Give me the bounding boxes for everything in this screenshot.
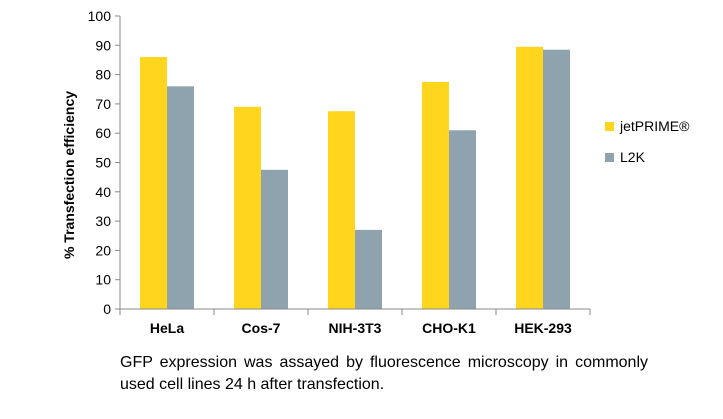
y-tick-label: 100 bbox=[88, 8, 112, 24]
y-tick-label: 10 bbox=[95, 272, 111, 288]
y-tick-label: 80 bbox=[95, 67, 111, 83]
legend-swatch bbox=[605, 153, 614, 162]
y-tick-label: 50 bbox=[95, 155, 111, 171]
y-axis-title: % Transfection efficiency bbox=[61, 91, 77, 259]
x-axis bbox=[119, 308, 591, 315]
category-label: NIH-3T3 bbox=[329, 320, 382, 336]
legend-label: jetPRIME® bbox=[619, 118, 690, 134]
legend: jetPRIME® L2K bbox=[605, 118, 690, 165]
y-tick-label: 90 bbox=[95, 37, 111, 53]
bar-l2k-hek-293 bbox=[543, 49, 570, 309]
bar-l2k-hela bbox=[167, 86, 194, 309]
y-tick-labels: 0 10 20 30 40 50 60 70 80 90 100 bbox=[88, 8, 112, 317]
y-axis bbox=[115, 15, 121, 310]
category-label: Cos-7 bbox=[242, 320, 281, 336]
bar-l2k-cho-k1 bbox=[449, 130, 476, 309]
bar-jetprime-cho-k1 bbox=[422, 81, 449, 309]
category-label: HeLa bbox=[150, 320, 184, 336]
bar-jetprime-hela bbox=[140, 57, 167, 309]
y-tick-label: 60 bbox=[95, 125, 111, 141]
category-label: HEK-293 bbox=[514, 320, 572, 336]
figure-caption: GFP expression was assayed by fluorescen… bbox=[120, 354, 648, 393]
bar-l2k-nih-3t3 bbox=[355, 229, 382, 309]
bar-jetprime-cos-7 bbox=[234, 106, 261, 309]
bar-l2k-cos-7 bbox=[261, 169, 288, 309]
bar-jetprime-nih-3t3 bbox=[328, 111, 355, 309]
legend-label: L2K bbox=[620, 149, 646, 165]
category-label: CHO-K1 bbox=[422, 320, 476, 336]
y-tick-label: 40 bbox=[95, 184, 111, 200]
y-tick-label: 20 bbox=[95, 242, 111, 258]
y-tick-label: 70 bbox=[95, 96, 111, 112]
legend-swatch bbox=[605, 122, 614, 131]
category-labels: HeLa Cos-7 NIH-3T3 CHO-K1 HEK-293 bbox=[150, 320, 572, 336]
bar-jetprime-hek-293 bbox=[516, 46, 543, 309]
bar-chart: 0 10 20 30 40 50 60 70 80 90 100 HeLa Cos-7 NIH-3T3 C… bbox=[61, 8, 690, 336]
y-tick-label: 30 bbox=[95, 213, 111, 229]
bars bbox=[140, 46, 570, 309]
y-tick-label: 0 bbox=[103, 301, 111, 317]
